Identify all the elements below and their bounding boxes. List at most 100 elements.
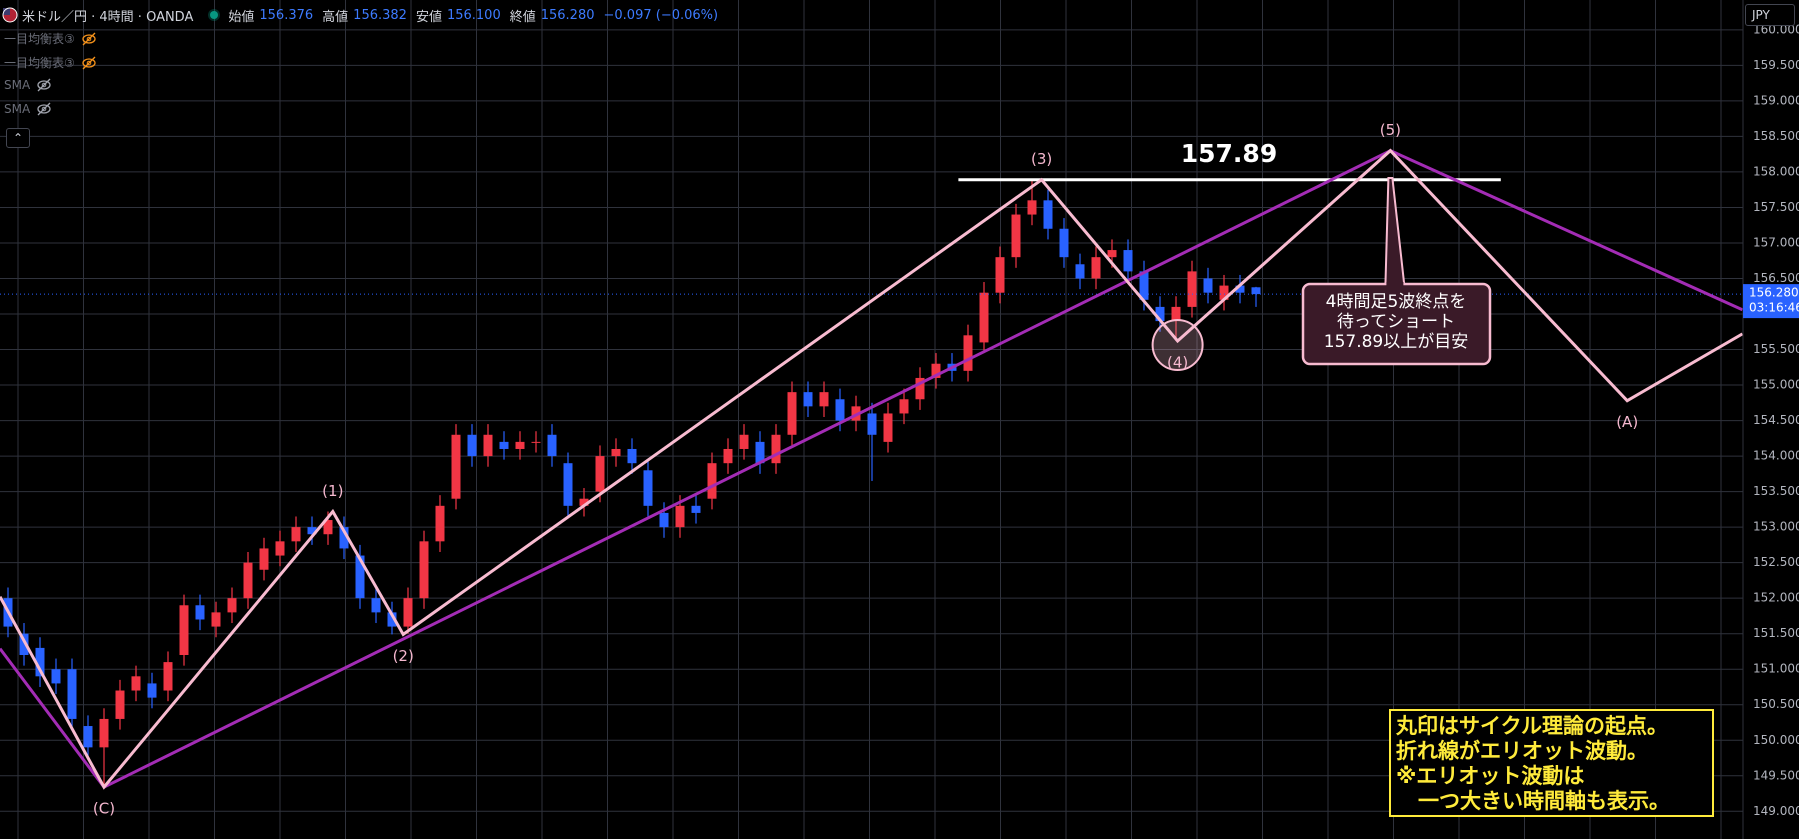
candle-body (387, 612, 397, 627)
candle-body (467, 434, 477, 457)
y-tick-label: 157.000 (1753, 235, 1799, 249)
indicator[interactable]: 一目均衡表③ (4, 54, 97, 71)
candle-body (739, 434, 749, 449)
candle-body (483, 434, 493, 457)
candle-body (1123, 250, 1133, 272)
candle-body (291, 527, 301, 542)
indicator-label: 一目均衡表③ (4, 32, 75, 46)
close-value: 156.280 (540, 7, 595, 23)
candle-body (147, 683, 157, 698)
hidden-icon[interactable] (81, 56, 97, 70)
candle-body (179, 605, 189, 656)
indicator-label: SMA (4, 78, 31, 92)
symbol[interactable]: 米ドル／円 · 4時間 · OANDA (22, 9, 194, 25)
candle-body (1059, 228, 1069, 258)
candles (3, 179, 1261, 787)
candle-body (899, 399, 909, 414)
candle-body (115, 690, 125, 719)
header: 米ドル／円 · 4時間 · OANDA 始値 156.376 高値 156.382 … (0, 4, 727, 26)
candle-body (531, 441, 541, 443)
low-label: 安値 (415, 9, 442, 25)
candle-body (419, 541, 429, 599)
candle-body (227, 598, 237, 613)
cycle-circle (1151, 318, 1204, 371)
wave-label: (1) (322, 482, 343, 500)
candle-body (195, 605, 205, 620)
candle-body (659, 512, 669, 528)
candle-body (1107, 250, 1117, 258)
low-value: 156.100 (446, 7, 501, 23)
y-tick-label: 158.500 (1753, 129, 1799, 143)
candle-body (51, 669, 61, 684)
y-tick-label: 159.000 (1753, 93, 1799, 107)
hidden-icon[interactable] (36, 78, 52, 92)
y-tick-label: 151.500 (1753, 626, 1799, 640)
open-value: 156.376 (259, 7, 314, 23)
wave-label: (4) (1167, 353, 1188, 371)
callout-pointer (1384, 177, 1406, 287)
wave-line (0, 148, 1743, 790)
change-value: −0.097 (−0.06%) (603, 7, 719, 23)
note-box (1389, 709, 1714, 817)
y-tick-label: 149.000 (1753, 804, 1799, 818)
candle-body (259, 548, 269, 570)
candle-body (691, 505, 701, 513)
candle-body (435, 505, 445, 542)
y-tick-label: 152.000 (1753, 591, 1799, 605)
candle-body (755, 441, 765, 464)
y-tick-label: 154.500 (1753, 413, 1799, 427)
y-tick-label: 156.500 (1753, 271, 1799, 285)
candle-body (1219, 285, 1229, 300)
candle-body (675, 505, 685, 528)
hidden-icon[interactable] (81, 32, 97, 46)
note-text: 一つ大きい時間軸も表示。 (1418, 789, 1670, 813)
candle-body (1091, 257, 1101, 279)
candle-body (979, 292, 989, 343)
candle-body (1187, 271, 1197, 307)
wave-label: (5) (1380, 121, 1401, 139)
candle-body (723, 448, 733, 464)
candle-body (563, 463, 573, 506)
callout-text: 157.89以上が目安 (1324, 332, 1468, 352)
wave-label: (2) (393, 647, 414, 665)
candle-body (211, 612, 221, 627)
indicator-label: 一目均衡表③ (4, 56, 75, 70)
candle-body (595, 456, 605, 492)
collapse-button[interactable]: ⌃ (6, 128, 30, 148)
high-label: 高値 (322, 9, 349, 25)
indicator-label: SMA (4, 102, 31, 116)
candle-body (627, 448, 637, 464)
candle-body (1203, 278, 1213, 293)
currency: JPY (1752, 8, 1770, 22)
candle-body (1251, 287, 1261, 295)
y-tick-label: 153.500 (1753, 484, 1799, 498)
candle-body (1043, 200, 1053, 229)
currency-button[interactable]: JPY (1745, 4, 1795, 26)
candle-body (547, 434, 557, 457)
y-tick-label: 154.000 (1753, 449, 1799, 463)
candle-body (83, 726, 93, 748)
candle-body (771, 434, 781, 464)
price-tag (1743, 284, 1799, 319)
y-tick-label: 157.500 (1753, 200, 1799, 214)
indicator[interactable]: SMA (4, 78, 52, 92)
candle-body (451, 434, 461, 499)
hidden-icon[interactable] (36, 102, 52, 116)
wave-line (0, 148, 1743, 790)
candle-body (883, 413, 893, 442)
candle-body (1139, 271, 1149, 300)
y-tick-label: 155.500 (1753, 342, 1799, 356)
candle-body (963, 335, 973, 371)
indicator[interactable]: SMA (4, 102, 52, 116)
candle-body (243, 562, 253, 599)
y-tick-label: 151.000 (1753, 662, 1799, 676)
indicator[interactable]: 一目均衡表③ (4, 30, 97, 47)
candle-body (1171, 306, 1181, 322)
wave-label: (C) (93, 800, 115, 818)
y-tick-label: 150.500 (1753, 697, 1799, 711)
candle-body (1235, 285, 1245, 293)
candle-body (1027, 200, 1037, 215)
